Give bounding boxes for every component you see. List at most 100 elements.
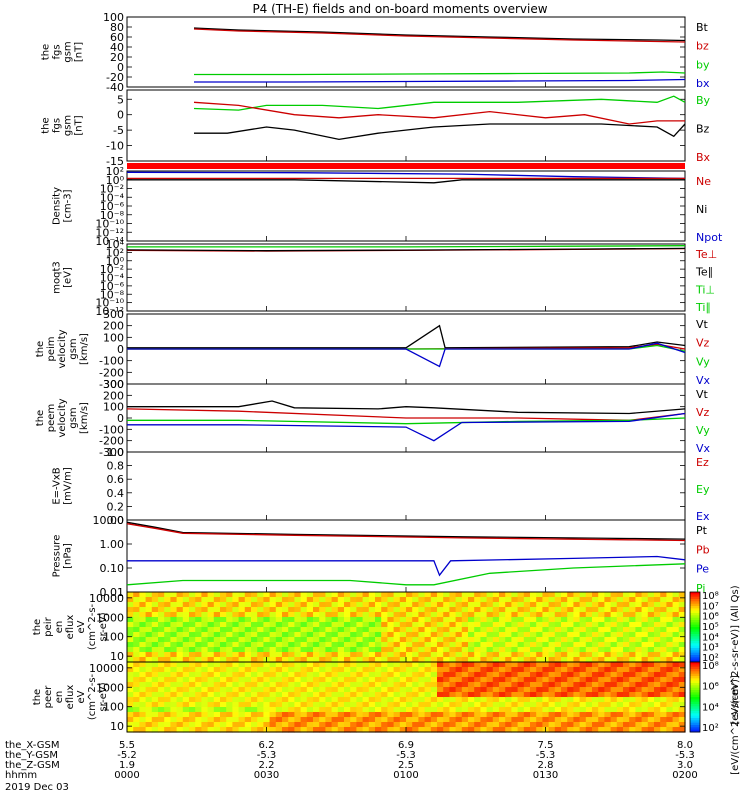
heatmap-cell [269, 627, 277, 633]
heatmap-cell [151, 682, 159, 688]
heatmap-cell [399, 647, 407, 653]
heatmap-cell [647, 692, 655, 698]
heatmap-cell [201, 677, 209, 683]
heatmap-cell [294, 622, 302, 628]
heatmap-cell [616, 662, 624, 668]
heatmap-cell [362, 657, 370, 663]
heatmap-cell [672, 597, 680, 603]
heatmap-cell [176, 647, 184, 653]
heatmap-cell [257, 707, 264, 713]
heatmap-cell [145, 727, 153, 733]
heatmap-cell [158, 617, 165, 623]
heatmap-cell [654, 652, 661, 658]
heatmap-cell [585, 727, 593, 733]
heatmap-cell [635, 727, 643, 733]
legend-entry: by [696, 58, 710, 71]
heatmap-cell [437, 702, 444, 708]
heatmap-cell [368, 607, 376, 613]
heatmap-cell [151, 692, 159, 698]
heatmap-cell [455, 712, 463, 718]
heatmap-cell [492, 717, 500, 723]
heatmap-cell [579, 632, 587, 638]
heatmap-cell [232, 647, 240, 653]
heatmap-cell [585, 617, 593, 623]
heatmap-cell [616, 607, 624, 613]
heatmap-cell [542, 622, 550, 628]
heatmap-cell [195, 647, 202, 653]
heatmap-cell [139, 642, 147, 648]
heatmap-cell [654, 647, 661, 653]
heatmap-cell [616, 692, 624, 698]
heatmap-cell [660, 722, 667, 728]
heatmap-cell [182, 637, 190, 643]
heatmap-cell [585, 707, 593, 713]
heatmap-cell [629, 617, 636, 623]
heatmap-cell [294, 657, 302, 663]
heatmap-cell [350, 727, 357, 733]
heatmap-cell [263, 692, 271, 698]
heatmap-cell [505, 702, 512, 708]
heatmap-cell [468, 652, 475, 658]
heatmap-cell [127, 692, 134, 698]
heatmap-cell [548, 707, 556, 713]
heatmap-cell [158, 602, 165, 608]
heatmap-cell [139, 687, 147, 693]
heatmap-cell [430, 662, 438, 668]
heatmap-cell [207, 717, 215, 723]
heatmap-cell [449, 632, 457, 638]
heatmap-cell [387, 602, 395, 608]
heatmap-cell [654, 687, 661, 693]
heatmap-cell [492, 672, 500, 678]
heatmap-cell [282, 702, 289, 708]
heatmap-cell [672, 727, 680, 733]
heatmap-cell [269, 672, 277, 678]
heatmap-cell [585, 612, 593, 618]
heatmap-cell [548, 617, 556, 623]
heatmap-cell [610, 677, 618, 683]
heatmap-cell [604, 612, 612, 618]
heatmap-cell [393, 707, 401, 713]
heatmap-cell [610, 622, 618, 628]
heatmap-cell [213, 682, 221, 688]
heatmap-cell [573, 657, 581, 663]
heatmap-cell [623, 657, 630, 663]
heatmap-cell [139, 647, 147, 653]
heatmap-cell [592, 677, 599, 683]
heatmap-cell [337, 617, 345, 623]
heatmap-cell [530, 717, 537, 723]
heatmap-cell [319, 607, 326, 613]
heatmap-cell [554, 692, 562, 698]
heatmap-cell [362, 607, 370, 613]
heatmap-cell [604, 687, 612, 693]
heatmap-cell [393, 642, 401, 648]
heatmap-cell [195, 617, 202, 623]
heatmap-cell [536, 672, 543, 678]
heatmap-cell [486, 602, 494, 608]
heatmap-cell [573, 637, 581, 643]
heatmap-cell [244, 652, 252, 658]
heatmap-cell [505, 607, 512, 613]
heatmap-cell [306, 632, 314, 638]
heatmap-cell [418, 652, 426, 658]
heatmap-cell [375, 642, 382, 648]
heatmap-cell [313, 727, 320, 733]
heatmap-cell [282, 637, 289, 643]
heatmap-cell [356, 687, 364, 693]
heatmap-cell [616, 717, 624, 723]
heatmap-cell [449, 677, 457, 683]
heatmap-cell [313, 672, 320, 678]
heatmap-cell [579, 722, 587, 728]
heatmap-cell [344, 597, 351, 603]
heatmap-cell [449, 722, 457, 728]
heatmap-cell [672, 692, 680, 698]
heatmap-cell [635, 622, 643, 628]
heatmap-cell [207, 612, 215, 618]
heatmap-cell [294, 667, 302, 673]
heatmap-cell [598, 712, 605, 718]
heatmap-cell [623, 672, 630, 678]
colorbar-segment [690, 599, 700, 602]
heatmap-cell [474, 727, 481, 733]
heatmap-cell [635, 647, 643, 653]
heatmap-cell [294, 662, 302, 668]
